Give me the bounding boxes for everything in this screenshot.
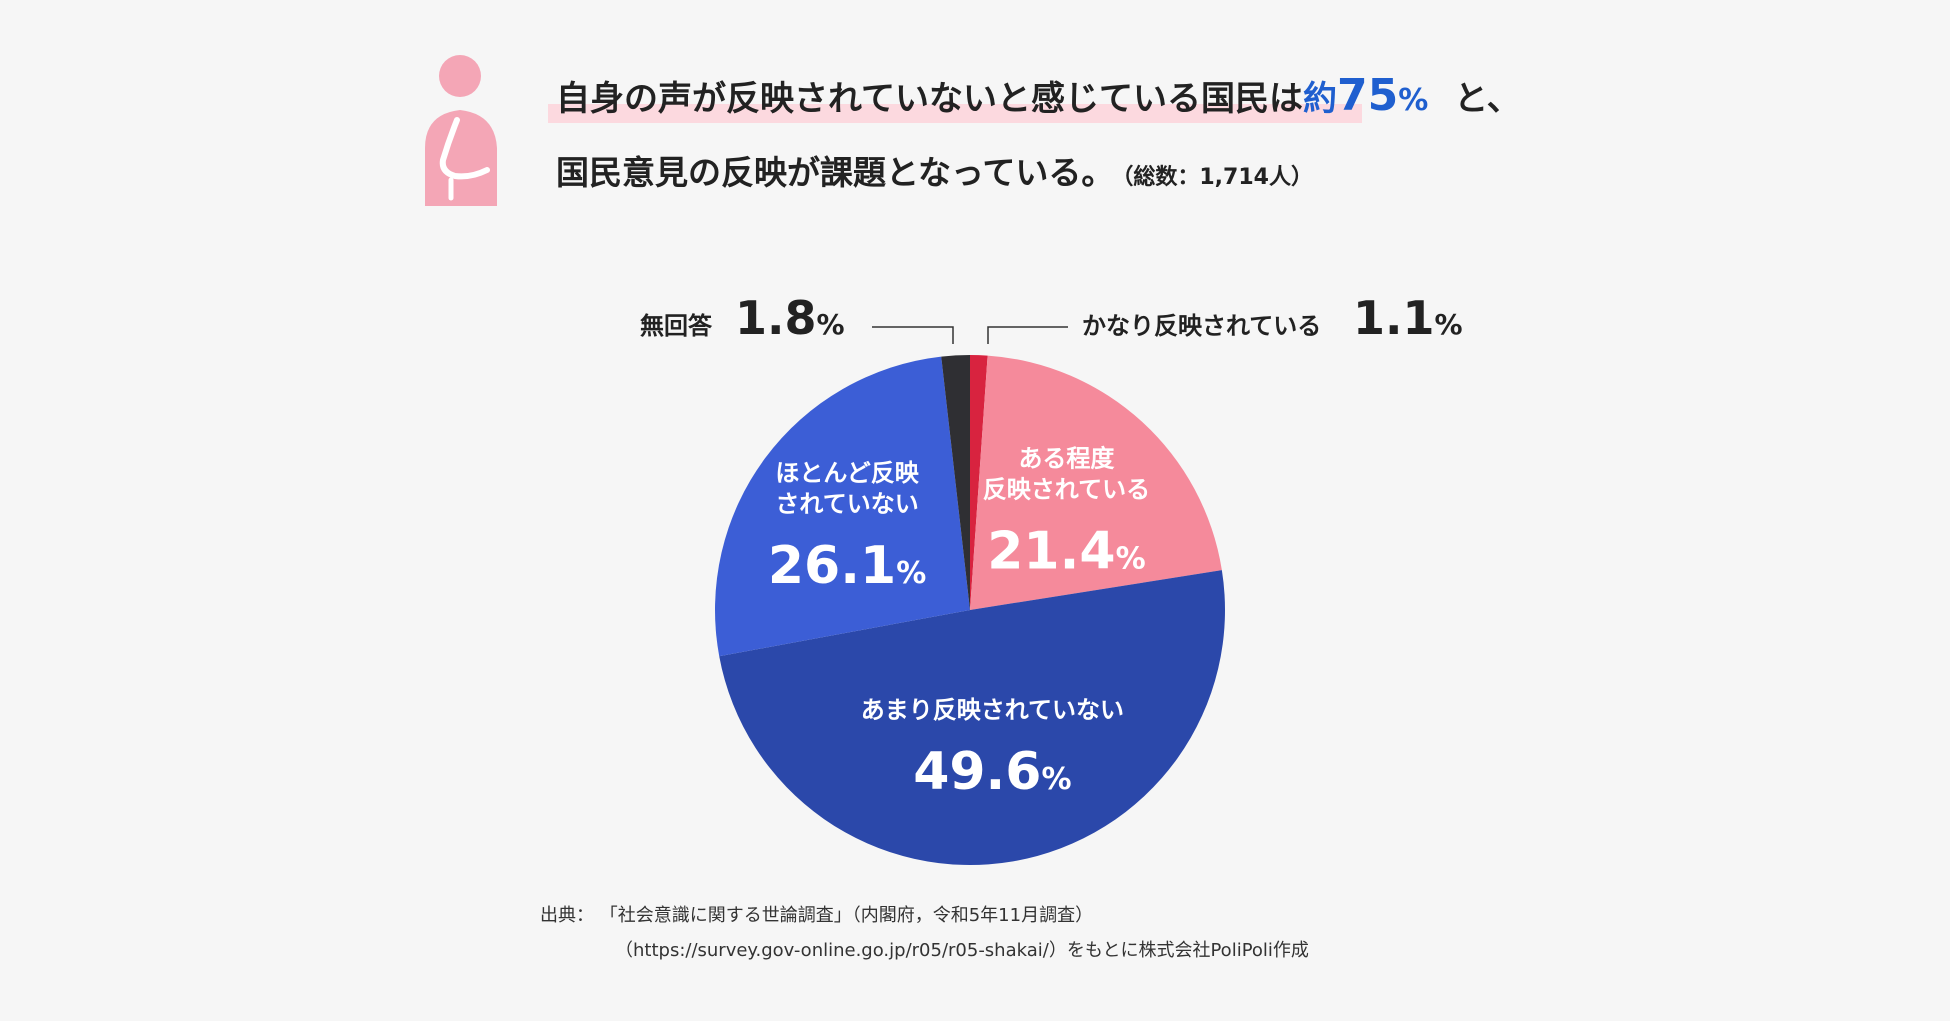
callout-value-no-answer: 1.8% [735, 291, 845, 345]
callout-line-very [987, 326, 1068, 344]
callout-label-no-answer: 無回答 [640, 312, 713, 340]
source-note: 出典： 「社会意識に関する世論調査」（内閣府，令和5年11月調査） （https… [540, 898, 1309, 968]
headline-text-2: 国民意見の反映が課題となっている。 [556, 153, 1115, 192]
headline-accent-prefix: 約 [1302, 79, 1337, 119]
thinking-person-icon [425, 55, 497, 206]
slice-value-3: 26.1% [768, 536, 926, 596]
headline-total: （総数：1,714人） [1122, 165, 1313, 190]
source-prefix: 出典： [540, 905, 594, 926]
source-line-1: 「社会意識に関する世論調査」（内閣府，令和5年11月調査） [599, 905, 1094, 926]
headline-line-1: 自身の声が反映されていないと感じている国民は約75% と、 [548, 70, 1521, 142]
headline-accent-value: 75 [1336, 70, 1399, 121]
headline: 自身の声が反映されていないと感じている国民は約75% と、 国民意見の反映が課題… [548, 70, 1521, 218]
pie-slice-3 [715, 356, 970, 657]
callout-line-no-answer [872, 326, 954, 344]
slice-label-2-line-0: あまり反映されていない [861, 696, 1124, 724]
pie-slice-0 [970, 355, 988, 610]
pie-slice-2 [719, 570, 1225, 865]
callout-value-very: 1.1% [1353, 291, 1463, 345]
headline-suffix: と、 [1454, 79, 1521, 119]
slice-label-1-line-0: ある程度 [1018, 445, 1115, 473]
source-line-2: （https://survey.gov-online.go.jp/r05/r05… [615, 940, 1309, 961]
slice-value-2: 49.6% [913, 742, 1071, 802]
headline-text-1: 自身の声が反映されていないと感じている国民は [556, 79, 1303, 119]
slice-label-3-line-1: されていない [775, 490, 918, 518]
slice-value-1: 21.4% [987, 522, 1145, 582]
slice-label-3-line-0: ほとんど反映 [775, 459, 919, 487]
headline-accent-unit: % [1398, 83, 1429, 118]
headline-line-2: 国民意見の反映が課題となっている。 （総数：1,714人） [556, 146, 1521, 218]
pie-slice-4 [941, 355, 970, 610]
callout-label-very: かなり反映されている [1082, 312, 1321, 340]
pie-slice-1 [970, 355, 1222, 610]
slice-label-1-line-1: 反映されている [983, 476, 1150, 504]
